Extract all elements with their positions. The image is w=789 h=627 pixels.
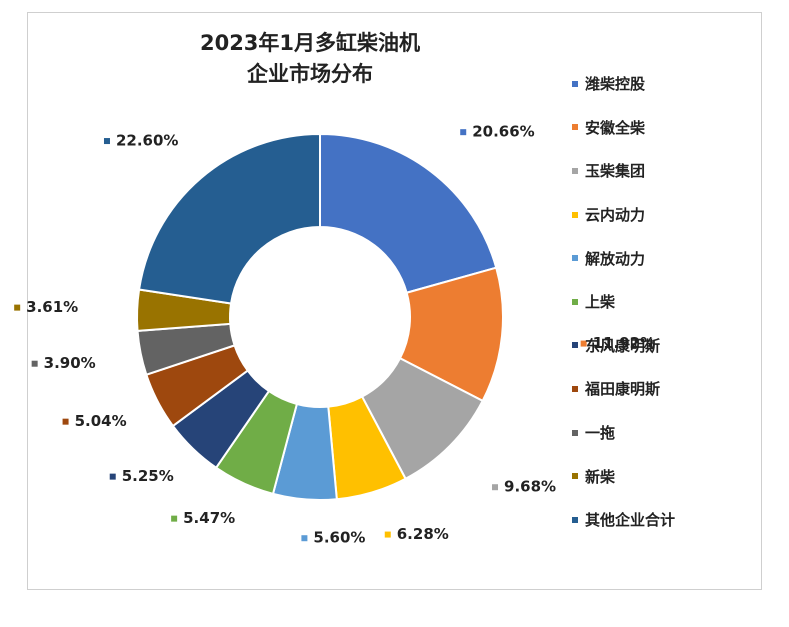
data-label-marker: [301, 535, 308, 542]
legend-item: 上柴: [572, 280, 675, 324]
legend-item: 云内动力: [572, 193, 675, 237]
data-label-marker: [109, 473, 116, 480]
legend-label: 东风康明斯: [585, 336, 661, 355]
data-label-3: 9.68%: [492, 478, 556, 496]
legend-label: 一拖: [585, 424, 616, 443]
data-label-marker: [460, 129, 467, 136]
legend-swatch: [572, 473, 578, 480]
data-label-8: 5.04%: [62, 412, 127, 430]
legend-label: 其他企业合计: [585, 511, 676, 530]
legend-label: 福田康明斯: [585, 380, 661, 399]
data-label-text: 3.90%: [44, 354, 96, 372]
legend-swatch: [572, 211, 578, 218]
data-label-text: 3.61%: [26, 298, 78, 316]
slice-11: [137, 132, 321, 305]
legend-item: 解放动力: [572, 236, 675, 280]
legend-swatch: [572, 255, 578, 262]
legend-swatch: [572, 298, 578, 305]
legend-swatch: [572, 342, 578, 349]
legend-label: 解放动力: [585, 249, 646, 268]
data-label-text: 6.28%: [397, 525, 449, 543]
data-label-marker: [103, 138, 110, 145]
data-label-6: 5.47%: [171, 509, 235, 527]
data-label-text: 9.68%: [504, 478, 556, 496]
data-label-7: 5.25%: [109, 467, 174, 485]
data-label-text: 22.60%: [116, 132, 178, 150]
data-label-4: 6.28%: [384, 525, 449, 543]
data-label-9: 3.90%: [31, 354, 96, 372]
legend: 潍柴控股安徽全柴玉柴集团云内动力解放动力上柴东风康明斯福田康明斯一拖新柴其他企业…: [572, 62, 675, 542]
data-label-marker: [62, 418, 69, 425]
legend-item: 东风康明斯: [572, 324, 675, 368]
legend-item: 潍柴控股: [572, 62, 675, 106]
legend-swatch: [572, 167, 578, 174]
data-label-marker: [31, 360, 38, 367]
legend-item: 新柴: [572, 454, 675, 498]
legend-item: 其他企业合计: [572, 498, 675, 542]
legend-item: 安徽全柴: [572, 106, 675, 150]
legend-swatch: [572, 429, 578, 436]
legend-swatch: [572, 80, 578, 87]
legend-label: 上柴: [585, 293, 616, 312]
chart-title-line-1: 2023年1月多缸柴油机: [199, 31, 421, 55]
data-label-marker: [580, 340, 587, 347]
legend-label: 玉柴集团: [585, 162, 646, 181]
legend-item: 福田康明斯: [572, 367, 675, 411]
data-label-marker: [384, 531, 391, 538]
legend-label: 潍柴控股: [585, 75, 646, 94]
data-labels: 20.66% 11.92% 9.68% 6.28% 5.60% 5.47% 5.25% 5.0…: [14, 123, 655, 547]
slice-1: [319, 132, 498, 294]
legend-swatch: [572, 385, 578, 392]
legend-swatch: [572, 124, 578, 131]
data-label-text: 11.92%: [593, 334, 655, 352]
data-label-text: 5.60%: [313, 529, 365, 547]
data-label-5: 5.60%: [301, 529, 365, 547]
legend-label: 云内动力: [585, 206, 646, 225]
data-label-marker: [492, 484, 499, 491]
data-label-1: 20.66%: [460, 123, 535, 141]
legend-label: 安徽全柴: [585, 118, 646, 137]
chart-title: 2023年1月多缸柴油机 企业市场分布: [190, 28, 430, 90]
legend-item: 一拖: [572, 411, 675, 455]
data-label-marker: [171, 515, 178, 522]
chart-title-line-2: 企业市场分布: [247, 62, 373, 86]
data-label-2: 11.92%: [580, 334, 655, 352]
data-label-10: 3.61%: [14, 298, 78, 316]
legend-label: 新柴: [585, 467, 616, 486]
legend-item: 玉柴集团: [572, 149, 675, 193]
data-label-text: 5.47%: [183, 509, 235, 527]
donut-slices: [136, 132, 504, 501]
data-label-text: 5.25%: [122, 467, 174, 485]
data-label-text: 20.66%: [472, 123, 534, 141]
legend-swatch: [572, 516, 578, 523]
data-label-text: 5.04%: [75, 412, 127, 430]
data-label-11: 22.60%: [103, 132, 178, 150]
data-label-marker: [14, 304, 21, 311]
